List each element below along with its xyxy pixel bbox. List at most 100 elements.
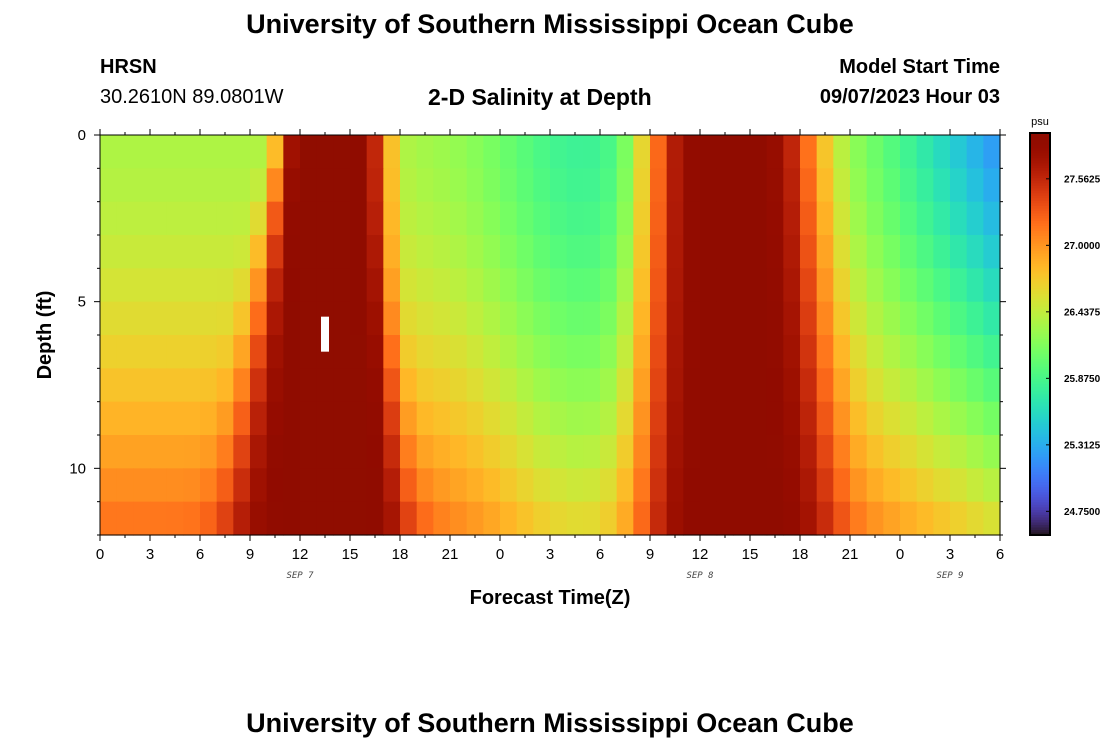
heat-cell bbox=[400, 368, 418, 403]
colorbar-band bbox=[1030, 354, 1050, 358]
colorbar-band bbox=[1030, 243, 1050, 247]
heat-cell bbox=[116, 335, 134, 369]
colorbar-band bbox=[1030, 225, 1050, 230]
heat-cell bbox=[450, 435, 468, 469]
heat-cell bbox=[683, 401, 701, 436]
colorbar-band bbox=[1030, 215, 1050, 220]
heat-cell bbox=[250, 268, 268, 303]
heat-cell bbox=[516, 301, 534, 336]
colorbar-band bbox=[1030, 148, 1050, 152]
heat-cell bbox=[650, 268, 668, 303]
heat-cell bbox=[933, 301, 951, 336]
heat-cell bbox=[766, 368, 784, 403]
heat-cell bbox=[533, 168, 551, 203]
heat-cell bbox=[166, 268, 184, 303]
heat-cell bbox=[316, 401, 334, 436]
heat-cell bbox=[866, 401, 884, 436]
heat-cell bbox=[633, 268, 651, 303]
heat-cell bbox=[883, 335, 901, 369]
heat-cell bbox=[816, 335, 834, 369]
colorbar-band bbox=[1030, 351, 1050, 355]
colorbar-band bbox=[1030, 318, 1050, 323]
heat-cell bbox=[166, 368, 184, 403]
heat-cell bbox=[200, 201, 218, 236]
heat-cell bbox=[533, 435, 551, 469]
heat-cell bbox=[133, 335, 151, 369]
heat-cell bbox=[400, 501, 418, 536]
heat-cell bbox=[700, 301, 718, 336]
heat-cell bbox=[433, 268, 451, 303]
heat-cell bbox=[900, 135, 918, 169]
x-tick-label: 0 bbox=[96, 546, 104, 563]
heat-cell bbox=[333, 201, 351, 236]
heat-cell bbox=[466, 435, 484, 469]
heat-cell bbox=[950, 435, 968, 469]
colorbar-band bbox=[1030, 449, 1050, 453]
colorbar-band bbox=[1030, 512, 1050, 516]
heat-cell bbox=[383, 468, 401, 503]
heat-cell bbox=[350, 135, 368, 169]
heat-cell bbox=[150, 435, 168, 469]
heat-cell bbox=[850, 268, 868, 303]
heat-cell bbox=[966, 268, 984, 303]
heat-cell bbox=[583, 235, 601, 269]
colorbar-band bbox=[1030, 328, 1050, 333]
heat-cell bbox=[566, 401, 584, 436]
heat-cell bbox=[666, 368, 684, 403]
heat-cell bbox=[816, 301, 834, 336]
heat-cell bbox=[333, 368, 351, 403]
heat-cell bbox=[600, 368, 618, 403]
heat-cell bbox=[616, 301, 634, 336]
heat-cell bbox=[766, 301, 784, 336]
heat-cell bbox=[916, 168, 934, 203]
x-tick-label: 3 bbox=[146, 546, 154, 563]
heat-cell bbox=[300, 168, 318, 203]
colorbar-band bbox=[1030, 140, 1050, 144]
heat-cell bbox=[583, 368, 601, 403]
heat-cell bbox=[650, 201, 668, 236]
heat-cell bbox=[400, 301, 418, 336]
heat-cell bbox=[350, 301, 368, 336]
colorbar-band bbox=[1030, 326, 1050, 330]
heat-cell bbox=[250, 401, 268, 436]
heat-cell bbox=[516, 168, 534, 203]
colorbar-band bbox=[1030, 447, 1050, 451]
colorbar-band bbox=[1030, 283, 1050, 287]
heat-cell bbox=[533, 468, 551, 503]
colorbar-band bbox=[1030, 203, 1050, 207]
heat-cell bbox=[200, 468, 218, 503]
heat-cell bbox=[300, 135, 318, 169]
heat-cell bbox=[416, 301, 434, 336]
heat-cell bbox=[933, 135, 951, 169]
heat-cell bbox=[416, 235, 434, 269]
colorbar-band bbox=[1030, 384, 1050, 388]
heat-cell bbox=[783, 268, 801, 303]
heat-cell bbox=[116, 435, 134, 469]
colorbar-band bbox=[1030, 135, 1050, 139]
heat-cell bbox=[450, 268, 468, 303]
heat-cell bbox=[750, 468, 768, 503]
heat-cell bbox=[933, 401, 951, 436]
heat-cell bbox=[566, 335, 584, 369]
heat-cell bbox=[933, 501, 951, 536]
colorbar-band bbox=[1030, 220, 1050, 225]
heat-cell bbox=[216, 368, 234, 403]
heat-cell bbox=[766, 335, 784, 369]
heat-cell bbox=[266, 135, 284, 169]
colorbar-band bbox=[1030, 208, 1050, 212]
colorbar-band bbox=[1030, 386, 1050, 390]
heat-cell bbox=[983, 201, 1001, 236]
heat-cell bbox=[483, 335, 501, 369]
heat-cell bbox=[966, 201, 984, 236]
heat-cell bbox=[350, 201, 368, 236]
colorbar-band bbox=[1030, 193, 1050, 197]
colorbar-band bbox=[1030, 163, 1050, 167]
x-tick-label: 9 bbox=[646, 546, 654, 563]
colorbar-band bbox=[1030, 133, 1050, 137]
colorbar-band bbox=[1030, 331, 1050, 335]
heat-cell bbox=[716, 501, 734, 536]
heat-cell bbox=[316, 335, 334, 369]
heat-cell bbox=[733, 335, 751, 369]
heat-cell bbox=[666, 435, 684, 469]
colorbar-band bbox=[1030, 323, 1050, 328]
